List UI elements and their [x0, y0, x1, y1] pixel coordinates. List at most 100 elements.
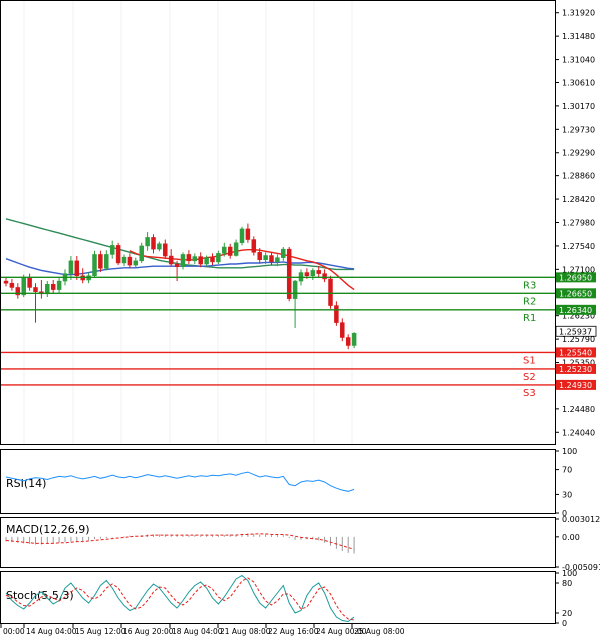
candle-body [133, 260, 139, 266]
price-pane-frame [0, 0, 556, 445]
candle-body [186, 254, 192, 262]
candle-body [174, 263, 180, 267]
stoch-signal-line [5, 577, 355, 621]
time-tick-label: 15 Aug 12:00 [75, 627, 126, 636]
stoch-title: Stoch(5,5,3) [6, 589, 74, 602]
rsi-line [5, 471, 355, 492]
stoch-tick-label: 80 [562, 579, 572, 588]
candle-body [304, 272, 310, 276]
candle-body [104, 254, 109, 269]
level-price-box [556, 288, 596, 299]
candle-body [145, 237, 150, 247]
candle-body [192, 256, 198, 262]
candle-body [157, 243, 162, 250]
rsi-tick-label: 70 [562, 466, 572, 475]
candle-body [263, 255, 268, 261]
level-price-box [556, 272, 596, 283]
candle-body [275, 257, 280, 263]
rsi-title: RSI(14) [6, 477, 46, 490]
macd-signal-line [5, 533, 355, 550]
candle-body [168, 255, 174, 265]
level-price-label: 1.25230 [559, 365, 592, 374]
candle-body [139, 245, 144, 262]
price-tick-label: 1.26230 [562, 312, 595, 321]
time-tick-label: 25 Aug 08:00 [354, 627, 405, 636]
price-tick-label: 1.31920 [562, 9, 595, 18]
rsi-tick-label: 100 [562, 447, 577, 456]
candle-body [233, 242, 239, 256]
price-tick-label: 1.27980 [562, 219, 595, 228]
macd-tick-label: -0.005091 [562, 563, 600, 572]
candle-body [21, 277, 26, 296]
candle-body [3, 280, 9, 284]
current-price-label: 1.25937 [559, 327, 592, 336]
level-price-box [556, 379, 596, 390]
stoch-tick-label: 100 [562, 569, 577, 578]
price-tick-label: 1.31040 [562, 56, 595, 65]
price-grid [23, 1, 353, 444]
level-price-label: 1.25540 [559, 348, 592, 357]
macd-indicator: MACD(12,26,9) 0.003012 0.00 -0.005091 [5, 515, 600, 572]
candle-body [334, 305, 339, 323]
rsi-indicator: RSI(14) 100 70 30 0 [5, 447, 577, 518]
candle-body [121, 256, 127, 264]
price-tick-label: 1.24480 [562, 405, 595, 414]
price-tick-label: 1.25350 [562, 359, 595, 368]
candle-body [163, 243, 168, 257]
price-tick-label: 1.27540 [562, 242, 595, 251]
price-tick-label: 1.28420 [562, 195, 595, 204]
price-tick-label: 1.24040 [562, 428, 595, 437]
time-tick-label: 22 Aug 16:00 [268, 627, 319, 636]
candle-body [74, 260, 80, 276]
stoch-tick-label: 20 [562, 609, 572, 618]
stoch-main-line [5, 574, 355, 623]
level-price-label: 1.26950 [559, 273, 592, 282]
level-name-label: R2 [523, 296, 536, 307]
candle-body [127, 256, 133, 266]
stoch-pane-frame [0, 571, 556, 624]
candle-body [204, 257, 209, 265]
time-tick-label: 14 Aug 04:00 [26, 627, 77, 636]
price-tick-label: 1.25790 [562, 335, 595, 344]
candle-body [286, 248, 292, 299]
price-tick-label: 1.30170 [562, 102, 595, 111]
time-tick-label: 18 Aug 04:00 [172, 627, 223, 636]
price-tick-label: 1.29730 [562, 125, 595, 134]
candle-body [109, 245, 115, 255]
macd-pane-frame [0, 517, 556, 568]
level-name-label: R3 [523, 280, 536, 291]
time-tick-label: 00:00 [3, 627, 25, 636]
candle-body [198, 256, 203, 265]
candle-body [227, 246, 233, 256]
candle-body [15, 287, 21, 296]
rsi-pane-frame [0, 449, 556, 514]
time-tick-label: 21 Aug 08:00 [220, 627, 271, 636]
candle-body [257, 252, 262, 261]
candle-body [27, 277, 32, 288]
level-price-box [556, 363, 596, 374]
candle-body [92, 254, 97, 276]
candle-body [251, 239, 257, 253]
macd-tick-label: 0.003012 [562, 515, 600, 524]
price-tick-label: 1.29290 [562, 149, 595, 158]
candle-body [33, 287, 38, 292]
candle-body [322, 273, 327, 280]
candle-body [345, 337, 351, 346]
candle-body [269, 255, 274, 263]
candle-body [239, 228, 245, 243]
candle-body [281, 248, 286, 258]
candle-body [56, 280, 62, 290]
candle-body [316, 270, 321, 274]
price-tick-label: 1.28860 [562, 172, 595, 181]
time-tick-label: 24 Aug 00:00 [316, 627, 367, 636]
candle-body [210, 257, 215, 263]
candle-body [9, 282, 15, 288]
level-price-box [556, 304, 596, 315]
candle-body [68, 260, 74, 274]
level-name-label: S3 [523, 388, 536, 399]
price-tick-label: 1.30610 [562, 78, 595, 87]
time-tick-label: 16 Aug 20:00 [123, 627, 174, 636]
macd-title: MACD(12,26,9) [6, 523, 90, 536]
